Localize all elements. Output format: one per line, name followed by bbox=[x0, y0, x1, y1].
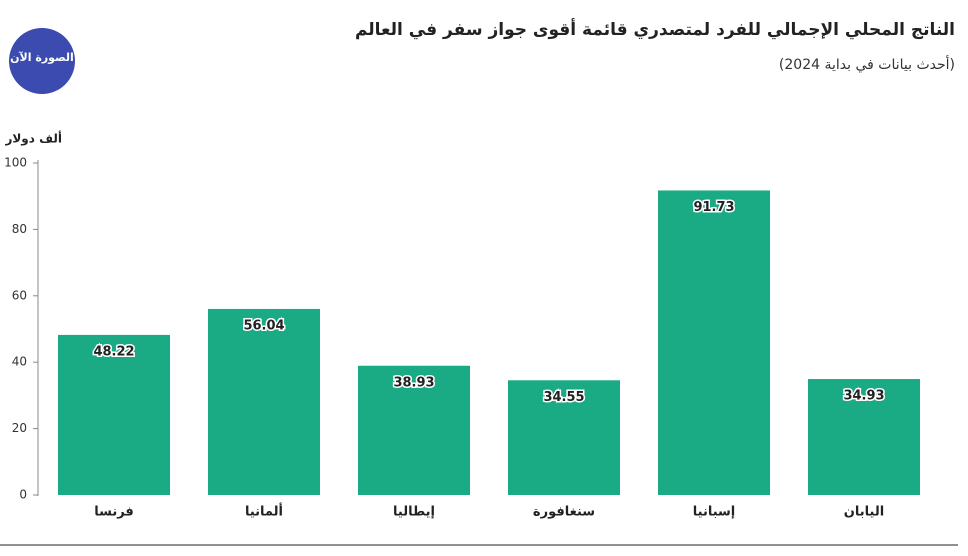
chart-title: الناتج المحلي الإجمالي للفرد لمتصدري قائ… bbox=[355, 18, 955, 40]
x-tick-label: سنغافورة bbox=[533, 505, 595, 520]
y-tick-label: 0 bbox=[19, 488, 27, 502]
bar bbox=[658, 190, 770, 495]
x-tick-label: فرنسا bbox=[94, 505, 134, 520]
value-label: 38.93 bbox=[393, 375, 434, 390]
bar bbox=[58, 334, 170, 495]
value-label: 91.73 bbox=[693, 200, 734, 215]
chart-subtitle: (أحدث بيانات في بداية 2024) bbox=[779, 55, 955, 73]
y-tick-label: 80 bbox=[12, 222, 27, 236]
logo-text: الصورة الآن bbox=[10, 51, 74, 64]
logo-circle bbox=[9, 28, 75, 94]
value-label: 48.22 bbox=[93, 344, 134, 359]
value-label: 34.93 bbox=[843, 389, 884, 404]
y-tick-label: 60 bbox=[12, 288, 27, 302]
bar bbox=[808, 379, 920, 495]
x-tick-label: اليابان bbox=[844, 505, 884, 520]
value-label: 56.04 bbox=[243, 318, 284, 333]
x-tick-label: إيطاليا bbox=[393, 505, 435, 520]
logo: الصورة الآن bbox=[9, 28, 75, 94]
bar bbox=[208, 308, 320, 495]
x-tick-label: ألمانيا bbox=[245, 503, 283, 520]
x-tick-label: إسبانيا bbox=[693, 505, 736, 520]
value-label: 34.55 bbox=[543, 390, 584, 405]
y-tick-label: 40 bbox=[12, 355, 27, 369]
y-tick-label: 100 bbox=[4, 156, 27, 170]
y-axis-label: ألف دولار bbox=[4, 131, 62, 147]
bar bbox=[508, 380, 620, 495]
y-tick-label: 20 bbox=[12, 421, 27, 435]
bar bbox=[358, 365, 470, 495]
